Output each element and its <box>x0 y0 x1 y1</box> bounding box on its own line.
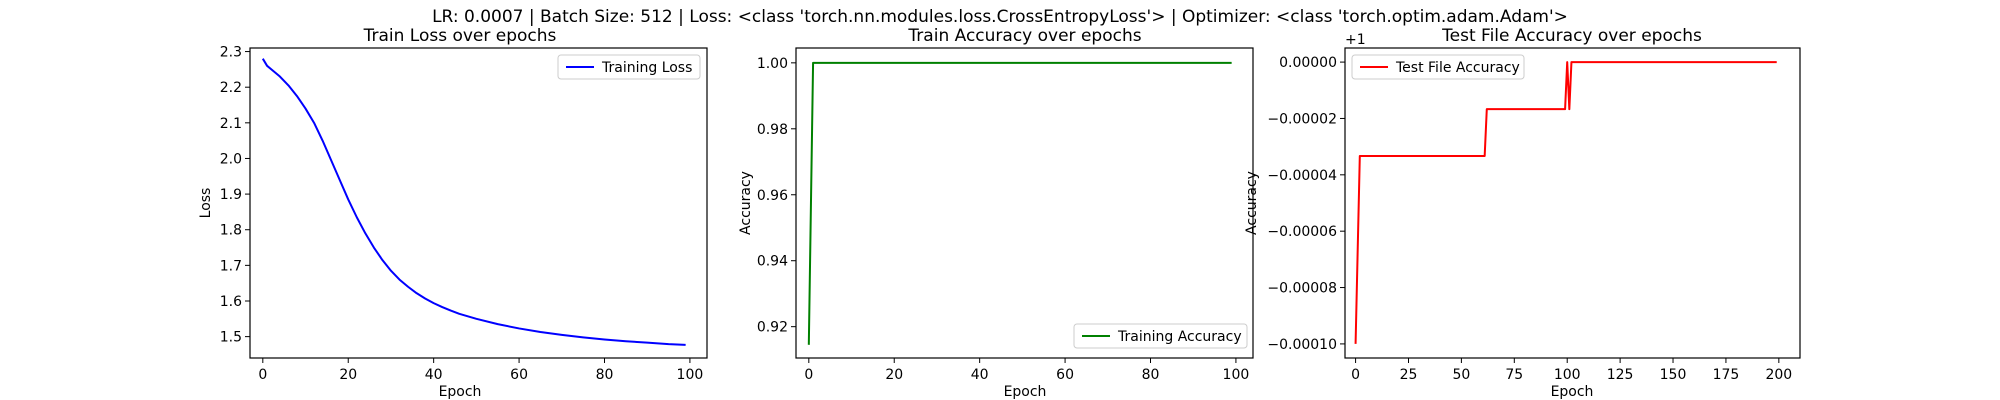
x-tick-label: 80 <box>596 367 614 383</box>
y-tick-label: −0.00004 <box>1267 168 1337 184</box>
axes-frame <box>1344 47 1801 359</box>
y-tick-label: 2.2 <box>220 80 242 96</box>
y-tick-label: 1.7 <box>220 258 242 274</box>
x-tick-label: 0 <box>804 367 813 383</box>
legend-label: Test File Accuracy <box>1395 60 1520 76</box>
x-tick-label: 100 <box>677 367 704 383</box>
legend-box <box>1073 323 1248 349</box>
y-tick-label: −0.00008 <box>1267 281 1337 297</box>
legend: Test File Accuracy <box>1351 54 1525 80</box>
y-tick-label: 2.0 <box>220 151 242 167</box>
x-tick-label: 0 <box>1351 367 1360 383</box>
y-tick-label: 0.94 <box>757 254 788 270</box>
chart-title: Train Accuracy over epochs <box>907 26 1141 46</box>
chart-title: Train Loss over epochs <box>363 26 557 46</box>
y-tick-label: −0.00002 <box>1267 111 1337 127</box>
y-tick-label: 1.8 <box>220 223 242 239</box>
panel-test-file-accuracy: Test File Accuracy over epochs Epoch Acc… <box>1244 26 1801 400</box>
x-axis-label: Epoch <box>1551 384 1594 400</box>
axes-frame <box>249 47 708 359</box>
panel-train-loss: Train Loss over epochs Epoch Loss 0 20 40 6… <box>198 26 708 400</box>
y-tick-label: 1.6 <box>220 294 242 310</box>
legend: Training Accuracy <box>1073 323 1248 349</box>
legend: Training Loss <box>557 54 701 80</box>
x-axis-label: Epoch <box>439 384 482 400</box>
x-tick-label: 100 <box>1554 367 1581 383</box>
x-tick-label: 50 <box>1452 367 1470 383</box>
x-tick-label: 75 <box>1505 367 1523 383</box>
x-axis-label: Epoch <box>1004 384 1047 400</box>
y-axis-label: Accuracy <box>1244 171 1260 235</box>
panel-train-accuracy: Train Accuracy over epochs Epoch Accurac… <box>738 26 1254 400</box>
y-tick-label: 2.1 <box>220 116 242 132</box>
y-tick-label: 1.5 <box>220 330 242 346</box>
chart-title: Test File Accuracy over epochs <box>1441 26 1702 46</box>
x-tick-label: 125 <box>1607 367 1634 383</box>
x-tick-label: 40 <box>425 367 443 383</box>
y-tick-label: 0.98 <box>757 122 788 138</box>
x-tick-label: 60 <box>1056 367 1074 383</box>
x-tick-label: 0 <box>258 367 267 383</box>
legend-label: Training Accuracy <box>1117 329 1242 345</box>
legend-box <box>1351 54 1525 80</box>
y-tick-label: 2.3 <box>220 45 242 61</box>
y-tick-label: 0.92 <box>757 320 788 336</box>
y-tick-label: −0.00006 <box>1267 224 1337 240</box>
series-line <box>1354 61 1777 344</box>
x-tick-label: 20 <box>339 367 357 383</box>
x-tick-label: 25 <box>1400 367 1418 383</box>
axes-frame <box>795 47 1254 359</box>
y-axis-label: Accuracy <box>738 171 754 235</box>
y-tick-label: 0.00000 <box>1279 55 1337 71</box>
x-tick-label: 100 <box>1223 367 1250 383</box>
figure-suptitle: LR: 0.0007 | Batch Size: 512 | Loss: <cl… <box>432 7 1568 27</box>
x-tick-label: 150 <box>1660 367 1687 383</box>
y-tick-label: 0.96 <box>757 188 788 204</box>
x-tick-label: 20 <box>885 367 903 383</box>
y-tick-label: −0.00010 <box>1267 337 1337 353</box>
y-axis-label: Loss <box>198 188 214 219</box>
x-tick-label: 200 <box>1765 367 1792 383</box>
x-tick-label: 175 <box>1713 367 1740 383</box>
y-axis-offset-text: +1 <box>1345 32 1366 48</box>
y-tick-label: 1.00 <box>757 56 788 72</box>
x-tick-label: 80 <box>1142 367 1160 383</box>
y-tick-label: 1.9 <box>220 187 242 203</box>
x-tick-label: 40 <box>971 367 989 383</box>
legend-box <box>557 54 701 80</box>
series-line <box>807 61 1232 345</box>
x-tick-label: 60 <box>510 367 528 383</box>
legend-label: Training Loss <box>601 60 692 76</box>
series-line <box>261 58 686 346</box>
